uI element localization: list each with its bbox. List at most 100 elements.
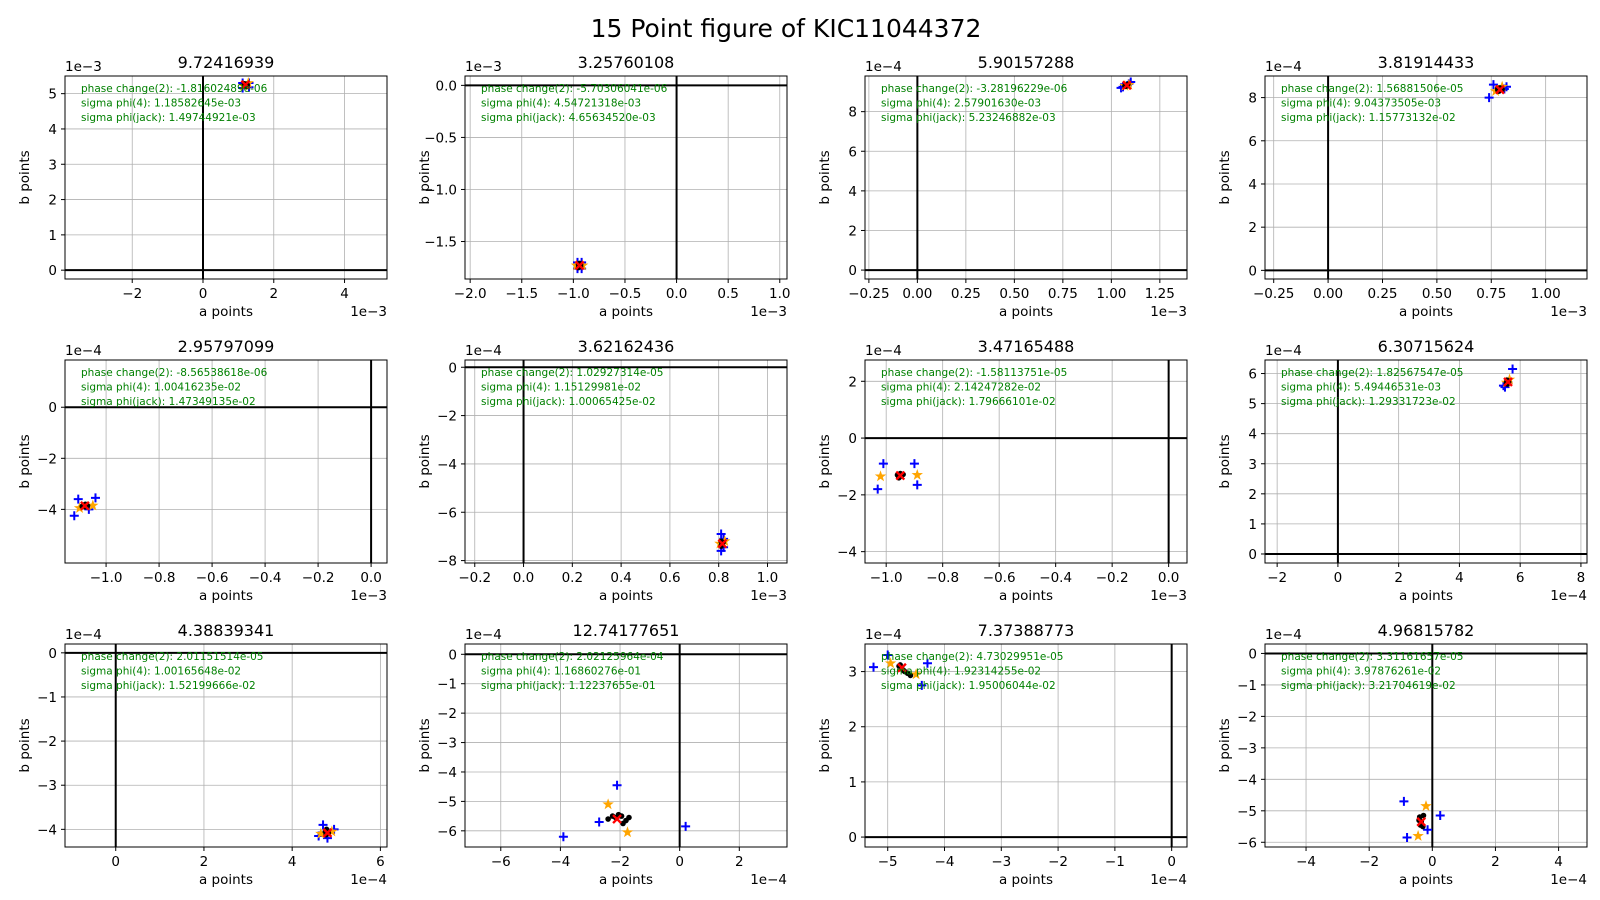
x-tick-label: 0.6 [659, 570, 680, 586]
y-tick-label: −1 [37, 690, 57, 706]
y-tick-label: 0 [848, 263, 857, 279]
plus-marker [318, 820, 328, 830]
y-axis-label: b points [1217, 434, 1233, 488]
y-tick-label: 6 [1248, 134, 1257, 150]
x-tick-label: −0.6 [983, 570, 1016, 586]
x-tick-label: 0.2 [562, 570, 583, 586]
y-tick-label: −4 [837, 545, 857, 561]
subplot-title: 3.25760108 [578, 53, 675, 72]
dot-marker [1420, 812, 1427, 819]
annotation-text: sigma phi(jack): 1.79666101e-02 [881, 396, 1056, 408]
annotation-text: phase change(2): 1.56881506e-05 [1281, 83, 1463, 95]
x-tick-label: −1.0 [90, 570, 123, 586]
y-tick-label: 5 [1248, 397, 1257, 413]
x-offset-text: 1e−3 [350, 588, 387, 604]
x-offset-text: 1e−3 [1150, 304, 1187, 320]
y-tick-label: −3 [437, 736, 457, 752]
subplot-5: −1.0 −0.8 −0.6 −0.4 −0.2 0.0 −4 −2 0 2.95797099 a … [17, 337, 388, 604]
y-axis-label: b points [817, 434, 833, 488]
y-tick-label: 0 [48, 263, 57, 279]
y-tick-label: 0 [48, 400, 57, 416]
x-tick-label: −3 [991, 854, 1011, 870]
y-axis-label: b points [817, 718, 833, 772]
x-marker [80, 500, 90, 511]
y-offset-text: 1e−4 [65, 343, 102, 359]
x-tick-label: −4 [1296, 854, 1316, 870]
subplot-title: 9.72416939 [178, 53, 275, 72]
annotation-text: sigma phi(jack): 1.29331723e-02 [1281, 396, 1456, 408]
y-tick-label: −1 [1237, 678, 1257, 694]
x-offset-text: 1e−4 [350, 872, 387, 888]
y-tick-label: 0 [1248, 263, 1257, 279]
x-axis-label: a points [199, 872, 253, 888]
plus-marker [716, 529, 726, 539]
subplot-title: 6.30715624 [1378, 337, 1475, 356]
plus-marker [922, 658, 932, 668]
y-offset-text: 1e−3 [65, 59, 102, 75]
y-tick-label: −4 [437, 457, 457, 473]
y-tick-label: 1 [848, 775, 857, 791]
x-tick-label: 4 [288, 854, 297, 870]
y-offset-text: 1e−4 [865, 343, 902, 359]
axes-frame [64, 643, 388, 848]
x-offset-text: 1e−3 [750, 304, 787, 320]
x-marker [897, 662, 907, 673]
x-offset-text: 1e−3 [350, 304, 387, 320]
x-tick-label: 0.4 [610, 570, 631, 586]
x-tick-label: 0.0 [666, 286, 687, 302]
x-tick-label: −2 [1267, 570, 1287, 586]
annotation-text: sigma phi(4): 5.49446531e-03 [1281, 382, 1441, 394]
x-tick-label: −0.2 [302, 570, 335, 586]
subplot-8: −2 0 2 4 6 8 0 1 2 3 4 5 6 6.30715624 a points b points… [1217, 337, 1588, 604]
x-tick-label: −5 [878, 854, 898, 870]
y-tick-label: −4 [1237, 772, 1257, 788]
y-tick-label: 6 [848, 144, 857, 160]
annotation-text: phase change(2): 2.01151514e-05 [81, 651, 263, 663]
annotation-text: phase change(2): -5.70306041e-06 [481, 83, 668, 95]
x-tick-label: 2 [200, 854, 209, 870]
annotation-text: sigma phi(jack): 5.23246882e-03 [881, 112, 1056, 124]
y-offset-text: 1e−4 [865, 627, 902, 643]
x-tick-label: −1.0 [870, 570, 903, 586]
subplot-title: 3.81914433 [1378, 53, 1475, 72]
y-tick-label: −4 [437, 765, 457, 781]
annotation-text: phase change(2): 3.31161657e-05 [1281, 651, 1463, 663]
annotation-text: sigma phi(4): 1.16860276e-01 [481, 666, 641, 678]
x-offset-text: 1e−3 [1150, 588, 1187, 604]
x-tick-label: 0.50 [999, 286, 1029, 302]
x-tick-label: 0.5 [717, 286, 738, 302]
axes-frame [864, 75, 1188, 280]
y-tick-label: 0.0 [436, 78, 457, 94]
y-axis-label: b points [17, 150, 33, 204]
plus-marker [558, 832, 568, 842]
y-tick-label: 0 [448, 360, 457, 376]
y-tick-label: 0 [848, 830, 857, 846]
annotation-text: sigma phi(jack): 1.49744921e-03 [81, 112, 256, 124]
x-tick-label: 1.00 [1096, 286, 1126, 302]
subplot-12: −4 −2 0 2 4 −6 −5 −4 −3 −2 −1 0 4.96815782 a points b … [1217, 621, 1588, 888]
y-tick-label: −1.0 [424, 182, 457, 198]
plus-marker [612, 780, 622, 790]
x-tick-label: 2 [1491, 854, 1500, 870]
x-tick-label: 4 [1455, 570, 1464, 586]
x-axis-label: a points [599, 304, 653, 320]
annotation-text: sigma phi(jack): 1.47349135e-02 [81, 396, 256, 408]
plus-marker [1435, 811, 1445, 821]
star-marker [910, 668, 922, 680]
y-tick-label: −2 [437, 409, 457, 425]
y-tick-label: 0 [448, 647, 457, 663]
x-tick-label: −0.4 [249, 570, 282, 586]
x-axis-label: a points [599, 588, 653, 604]
x-marker [574, 260, 585, 271]
y-tick-label: 3 [1248, 457, 1257, 473]
x-tick-label: −0.25 [1253, 286, 1294, 302]
y-tick-label: −2 [837, 488, 857, 504]
y-offset-text: 1e−4 [1265, 343, 1302, 359]
axes-frame [464, 643, 788, 848]
subplot-title: 7.37388773 [978, 621, 1075, 640]
subplot-title: 4.96815782 [1378, 621, 1475, 640]
x-tick-label: 0.0 [513, 570, 534, 586]
subplot-4: −0.25 0.00 0.25 0.50 0.75 1.00 0 2 4 6 8 3.81914433… [1217, 53, 1588, 320]
x-tick-label: −0.2 [1096, 570, 1129, 586]
x-marker [1416, 816, 1427, 827]
